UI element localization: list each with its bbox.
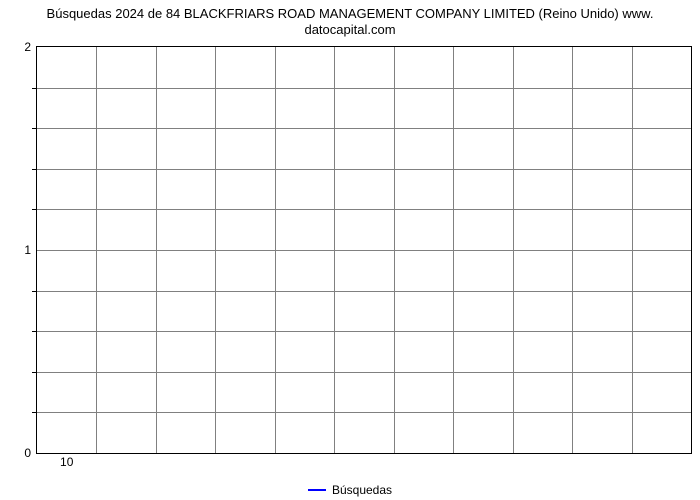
gridline-vertical <box>334 47 335 453</box>
y-minor-tick <box>32 209 37 210</box>
chart-title-line2: datocapital.com <box>0 22 700 38</box>
y-minor-tick <box>32 291 37 292</box>
gridline-horizontal-minor <box>37 169 691 170</box>
plot-area: 01210 <box>36 46 692 454</box>
gridline-vertical <box>156 47 157 453</box>
chart-title: Búsquedas 2024 de 84 BLACKFRIARS ROAD MA… <box>0 6 700 39</box>
gridline-vertical <box>513 47 514 453</box>
gridline-vertical <box>394 47 395 453</box>
chart-container: Búsquedas 2024 de 84 BLACKFRIARS ROAD MA… <box>0 0 700 500</box>
gridline-vertical <box>632 47 633 453</box>
y-tick-label: 0 <box>24 446 31 460</box>
gridline-vertical <box>96 47 97 453</box>
gridline-horizontal-minor <box>37 209 691 210</box>
y-minor-tick <box>32 412 37 413</box>
y-minor-tick <box>32 88 37 89</box>
gridline-vertical <box>453 47 454 453</box>
gridline-horizontal <box>37 250 691 251</box>
gridline-horizontal-minor <box>37 128 691 129</box>
legend-label: Búsquedas <box>332 483 392 497</box>
y-minor-tick <box>32 169 37 170</box>
gridline-horizontal-minor <box>37 291 691 292</box>
y-minor-tick <box>32 372 37 373</box>
legend-item: Búsquedas <box>308 483 392 497</box>
gridline-horizontal-minor <box>37 372 691 373</box>
y-tick-label: 2 <box>24 40 31 54</box>
gridline-vertical <box>215 47 216 453</box>
gridline-horizontal-minor <box>37 412 691 413</box>
gridline-vertical <box>275 47 276 453</box>
legend-swatch <box>308 489 326 491</box>
gridline-horizontal-minor <box>37 331 691 332</box>
chart-title-line1: Búsquedas 2024 de 84 BLACKFRIARS ROAD MA… <box>0 6 700 22</box>
gridline-vertical <box>572 47 573 453</box>
gridline-horizontal-minor <box>37 88 691 89</box>
x-tick-label: 10 <box>60 455 73 469</box>
y-minor-tick <box>32 128 37 129</box>
legend: Búsquedas <box>0 480 700 497</box>
y-minor-tick <box>32 331 37 332</box>
y-tick-label: 1 <box>24 243 31 257</box>
